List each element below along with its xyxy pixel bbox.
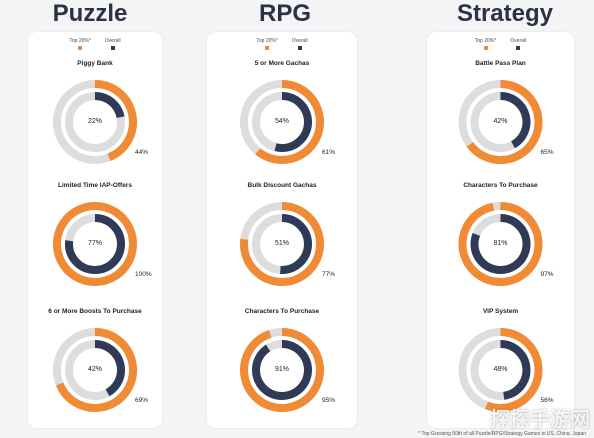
donut-title: Battle Pass Plan bbox=[475, 60, 526, 67]
outer-arc-top20 bbox=[466, 80, 543, 164]
overall-value-label: 42% bbox=[87, 366, 102, 373]
donut-title: Characters To Purchase bbox=[244, 308, 320, 315]
legend: Top 20%* Overall bbox=[427, 38, 574, 52]
donut-block: Characters To Purchase 91% 95% bbox=[207, 308, 357, 428]
legend-overall-label: Overall bbox=[510, 38, 527, 44]
donut-chart bbox=[53, 80, 137, 164]
legend: Top 20%* Overall bbox=[207, 38, 357, 52]
genre-title-rpg: RPG bbox=[258, 0, 311, 27]
genre-title-strategy: Strategy bbox=[456, 0, 554, 27]
donut-block: 6 or More Boosts To Purchase 42% 69% bbox=[28, 308, 162, 428]
legend-top20: Top 20%* bbox=[69, 38, 91, 52]
overall-value-label: 48% bbox=[493, 366, 508, 373]
panel-rpg: Top 20%* Overall 5 or More Gachas 54% 61% B… bbox=[207, 32, 357, 428]
donut-chart bbox=[458, 328, 543, 412]
legend-overall-label: Overall bbox=[291, 38, 308, 44]
top20-value-label: 100% bbox=[135, 271, 152, 278]
inner-arc-overall bbox=[274, 92, 312, 152]
legend-top20-label: Top 20%* bbox=[474, 38, 497, 44]
genre-title-puzzle: Puzzle bbox=[52, 0, 128, 27]
legend-top20-swatch bbox=[483, 46, 488, 50]
top20-value-label: 97% bbox=[540, 271, 554, 278]
legend-overall-label: Overall bbox=[104, 38, 121, 44]
inner-arc-overall bbox=[94, 340, 125, 397]
overall-value-label: 81% bbox=[493, 240, 508, 247]
legend-overall: Overall bbox=[292, 38, 308, 52]
inner-arc-overall bbox=[252, 340, 312, 400]
panel-puzzle: Top 20%* Overall Piggy Bank 22% 44% Limited… bbox=[28, 32, 162, 428]
panel-strategy: Top 20%* Overall Battle Pass Plan 42% 65% C… bbox=[427, 32, 574, 428]
overall-value-label: 54% bbox=[274, 118, 289, 125]
top20-value-label: 65% bbox=[540, 149, 554, 156]
donut-title: VIP System bbox=[482, 308, 519, 315]
outer-arc-top20 bbox=[240, 202, 324, 286]
donut-chart bbox=[53, 328, 137, 412]
donut-block: 5 or More Gachas 54% 61% bbox=[207, 60, 357, 180]
overall-value-label: 77% bbox=[87, 240, 102, 247]
watermark: 探探手游网 bbox=[490, 409, 590, 431]
outer-arc-top20 bbox=[53, 202, 137, 286]
donut-title: 6 or More Boosts To Purchase bbox=[48, 308, 142, 315]
top20-value-label: 95% bbox=[322, 397, 336, 404]
donut-chart bbox=[240, 80, 324, 164]
legend-top20-swatch bbox=[265, 46, 270, 50]
donut-block: Battle Pass Plan 42% 65% bbox=[427, 60, 574, 180]
donut-block: Bulk Discount Gachas 51% 77% bbox=[207, 182, 357, 302]
donut-chart bbox=[240, 328, 324, 412]
donut-title: Bulk Discount Gachas bbox=[247, 182, 317, 189]
inner-arc-overall bbox=[280, 214, 312, 274]
donut-title: Characters To Purchase bbox=[463, 182, 538, 189]
outer-arc-top20 bbox=[240, 328, 324, 412]
top20-value-label: 61% bbox=[322, 149, 336, 156]
inner-arc-overall bbox=[470, 214, 531, 274]
donut-chart bbox=[53, 202, 137, 286]
donut-title: Limited Time IAP-Offers bbox=[58, 182, 132, 189]
inner-arc-overall bbox=[500, 340, 531, 400]
donut-block: Limited Time IAP-Offers 77% 100% bbox=[28, 182, 162, 302]
donut-title: Piggy Bank bbox=[77, 60, 113, 67]
donut-title: 5 or More Gachas bbox=[254, 60, 310, 67]
legend: Top 20%* Overall bbox=[28, 38, 162, 52]
overall-value-label: 22% bbox=[87, 118, 102, 125]
legend-overall-swatch bbox=[297, 46, 302, 50]
legend-overall: Overall bbox=[105, 38, 121, 52]
outer-arc-top20 bbox=[94, 80, 137, 162]
inner-arc-overall bbox=[500, 92, 531, 149]
inner-arc-overall bbox=[65, 214, 125, 274]
donut-chart bbox=[458, 80, 543, 164]
top20-value-label: 77% bbox=[322, 271, 336, 278]
top20-value-label: 44% bbox=[135, 149, 149, 156]
footnote: * Top Grossing 50th of all Puzzle/RPG/St… bbox=[418, 431, 586, 437]
outer-arc-top20 bbox=[485, 328, 543, 412]
overall-value-label: 42% bbox=[493, 118, 508, 125]
legend-overall-swatch bbox=[110, 46, 115, 50]
legend-top20: Top 20%* bbox=[256, 38, 278, 52]
legend-overall-swatch bbox=[516, 46, 521, 50]
donut-block: VIP System 48% 56% bbox=[427, 308, 574, 428]
top20-value-label: 56% bbox=[540, 397, 554, 404]
legend-top20-label: Top 20%* bbox=[256, 38, 278, 44]
donut-block: Piggy Bank 22% 44% bbox=[28, 60, 162, 180]
outer-arc-top20 bbox=[255, 80, 324, 164]
overall-value-label: 51% bbox=[274, 240, 289, 247]
outer-arc-top20 bbox=[55, 328, 137, 412]
top20-value-label: 69% bbox=[135, 397, 149, 404]
legend-top20: Top 20%* bbox=[475, 38, 496, 52]
outer-arc-top20 bbox=[458, 202, 543, 286]
legend-overall: Overall bbox=[510, 38, 526, 52]
legend-top20-label: Top 20%* bbox=[69, 38, 91, 44]
donut-chart bbox=[458, 202, 543, 286]
overall-value-label: 91% bbox=[274, 366, 289, 373]
donut-block: Characters To Purchase 81% 97% bbox=[427, 182, 574, 302]
inner-arc-overall bbox=[94, 92, 125, 119]
legend-top20-swatch bbox=[78, 46, 83, 50]
donut-chart bbox=[240, 202, 324, 286]
